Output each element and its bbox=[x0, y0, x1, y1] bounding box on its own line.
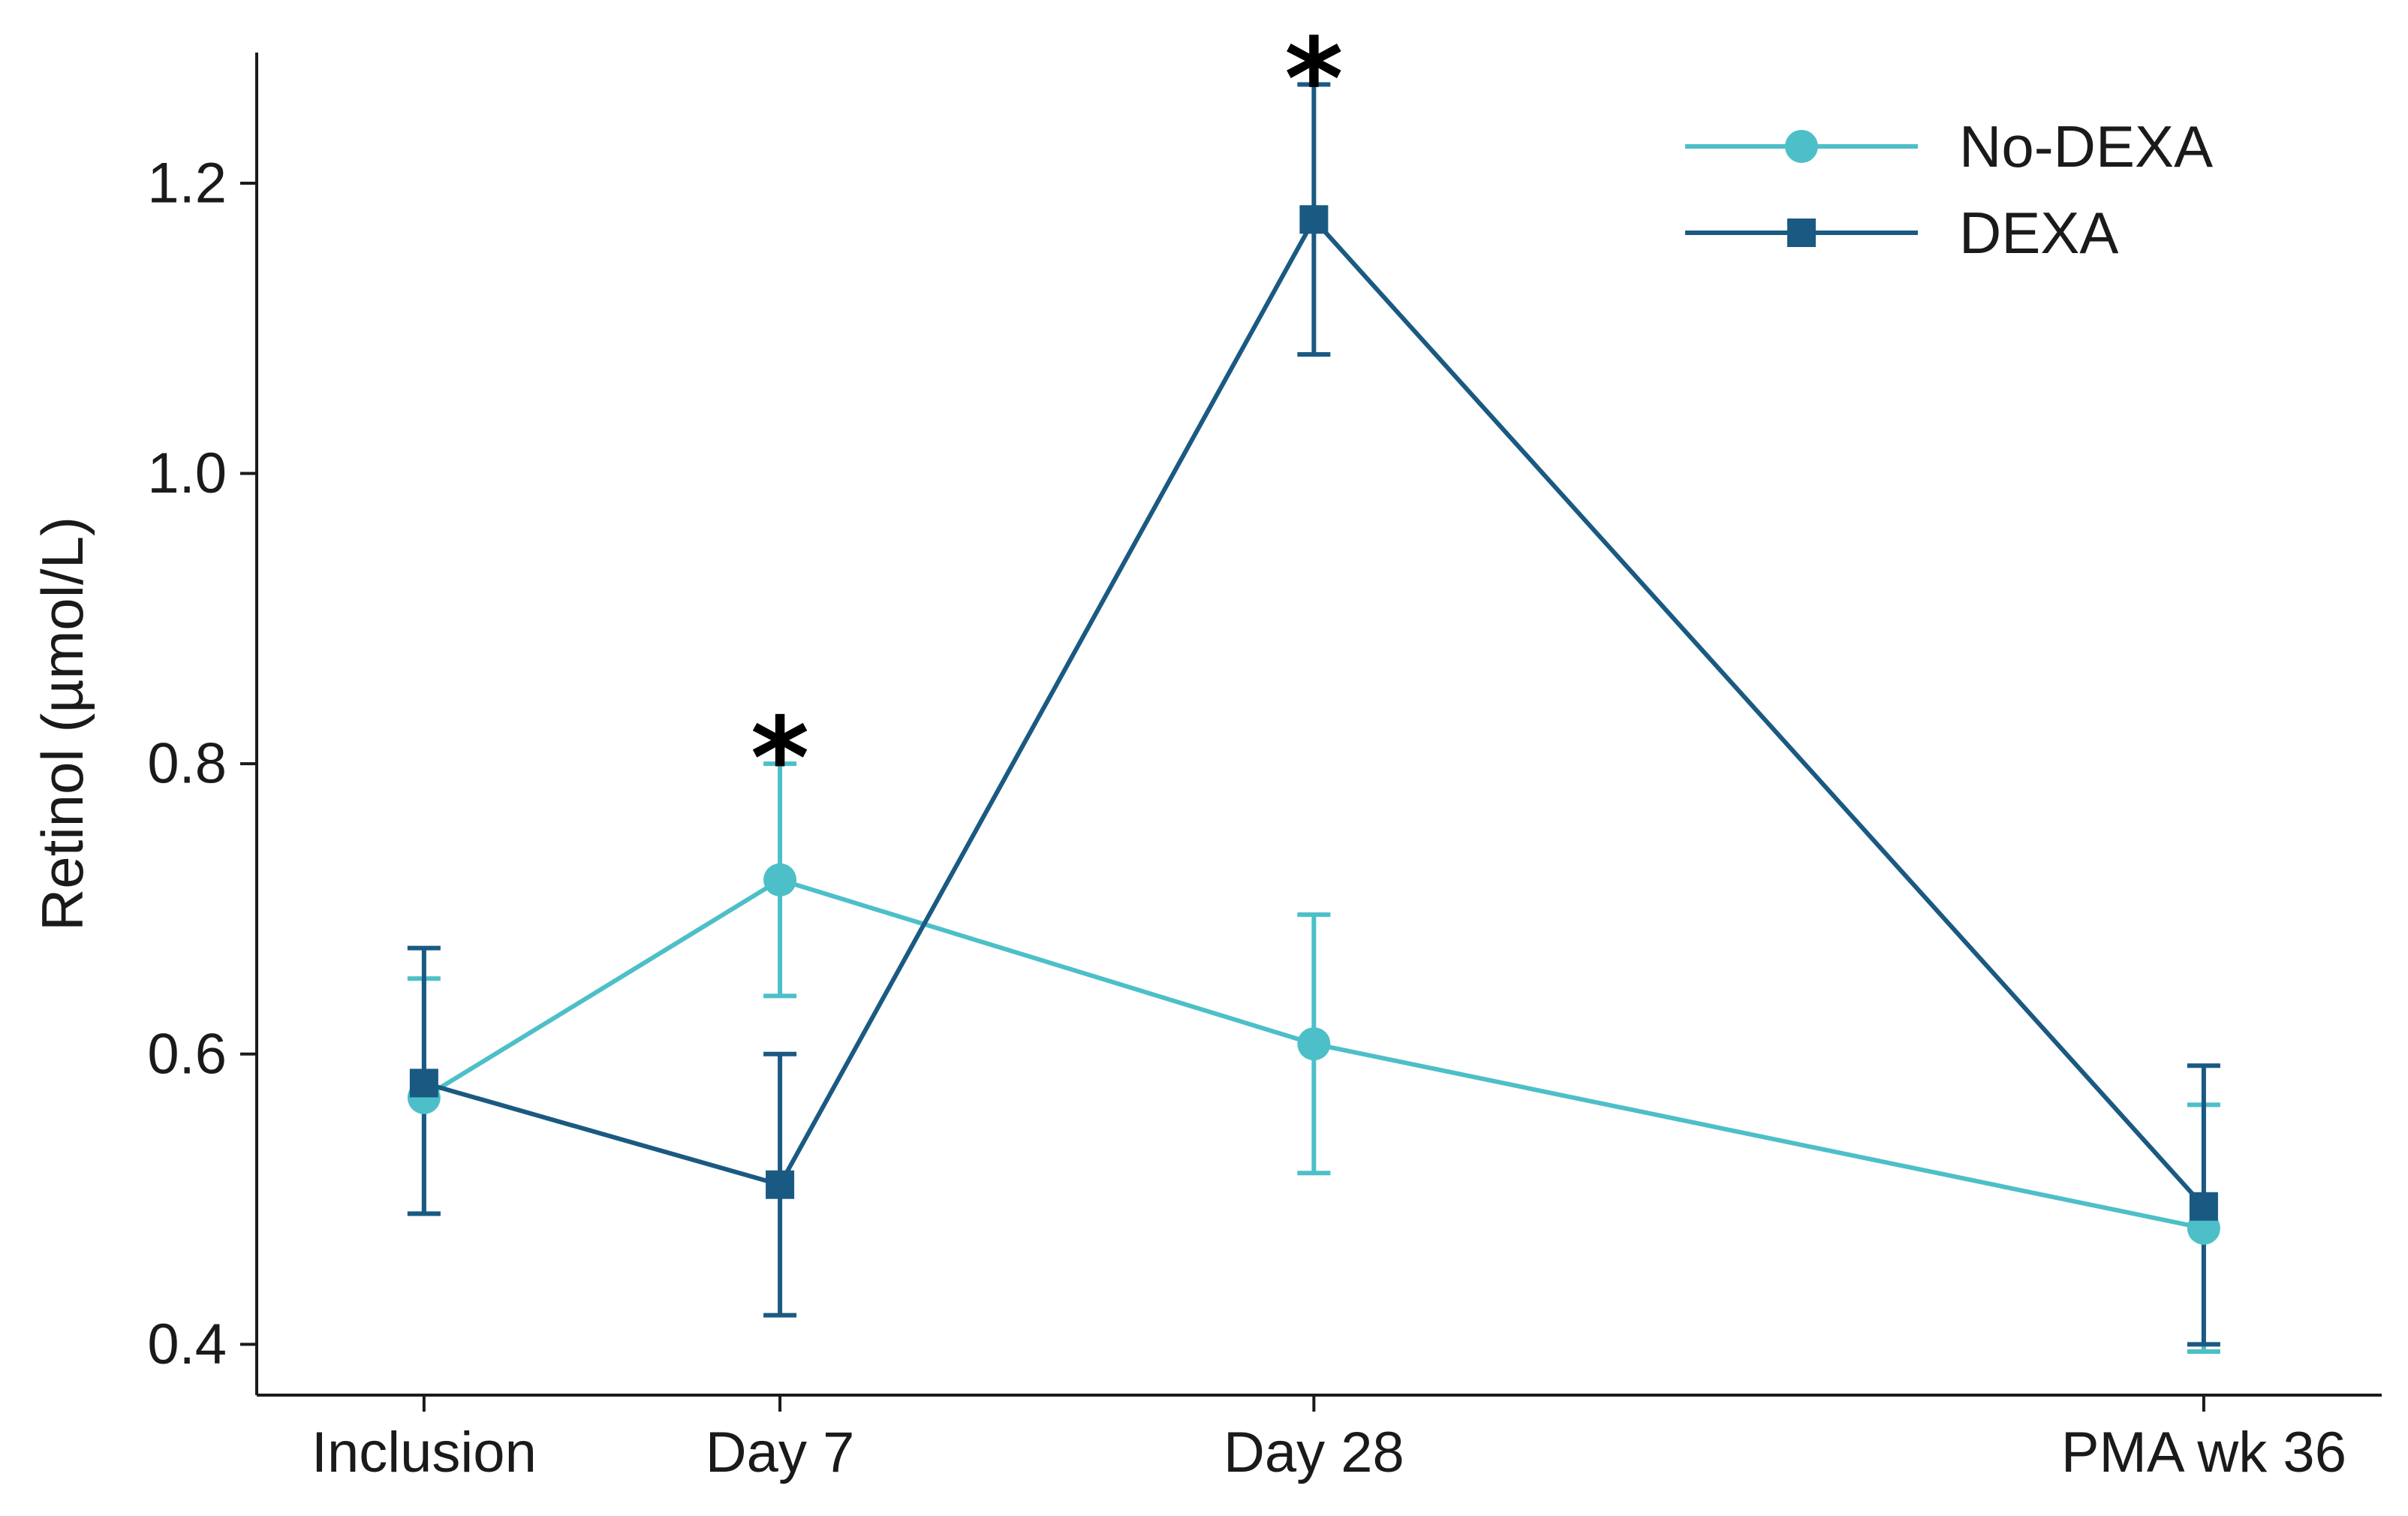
significance-star: * bbox=[751, 694, 809, 824]
y-ticks: 0.4 0.6 0.8 1.0 1.2 bbox=[147, 151, 257, 1376]
data-point-no-dexa bbox=[1297, 1027, 1331, 1061]
series-line-no-dexa bbox=[423, 877, 2205, 1231]
data-point-dexa bbox=[409, 1068, 438, 1098]
legend-label: No-DEXA bbox=[1959, 113, 2213, 179]
x-tick-label: PMA wk 36 bbox=[2061, 1421, 2346, 1484]
data-point-no-dexa bbox=[763, 863, 797, 897]
y-tick-label: 0.8 bbox=[147, 732, 227, 796]
y-axis-title: Retinol (µmol/L) bbox=[29, 517, 95, 931]
axes: 0.4 0.6 0.8 1.0 1.2 Inclusion Day 7 Day 28 PMA … bbox=[147, 53, 2382, 1484]
legend-marker bbox=[1787, 219, 1816, 247]
y-tick-label: 1.0 bbox=[147, 442, 227, 505]
legend-item-no-dexa: No-DEXA bbox=[1685, 113, 2213, 179]
significance-annotations: ** bbox=[751, 15, 1344, 825]
legend: No-DEXA DEXA bbox=[1685, 113, 2213, 266]
x-ticks: Inclusion Day 7 Day 28 PMA wk 36 bbox=[312, 1395, 2346, 1484]
y-tick-label: 0.4 bbox=[147, 1313, 227, 1376]
plot-area bbox=[407, 82, 2220, 1355]
legend-label: DEXA bbox=[1959, 200, 2118, 266]
data-point-dexa bbox=[766, 1170, 795, 1199]
x-tick-label: Day 28 bbox=[1224, 1421, 1404, 1484]
x-tick-label: Day 7 bbox=[706, 1421, 855, 1484]
y-tick-label: 1.2 bbox=[147, 151, 227, 215]
data-point-dexa bbox=[2189, 1192, 2218, 1221]
x-tick-label: Inclusion bbox=[312, 1421, 537, 1484]
y-tick-label: 0.6 bbox=[147, 1022, 227, 1086]
legend-marker bbox=[1785, 130, 1818, 163]
data-point-dexa bbox=[1299, 205, 1329, 234]
markers-dexa bbox=[409, 205, 2218, 1221]
legend-item-dexa: DEXA bbox=[1685, 200, 2118, 266]
series-line-dexa bbox=[423, 217, 2206, 1208]
significance-star: * bbox=[1284, 15, 1343, 146]
